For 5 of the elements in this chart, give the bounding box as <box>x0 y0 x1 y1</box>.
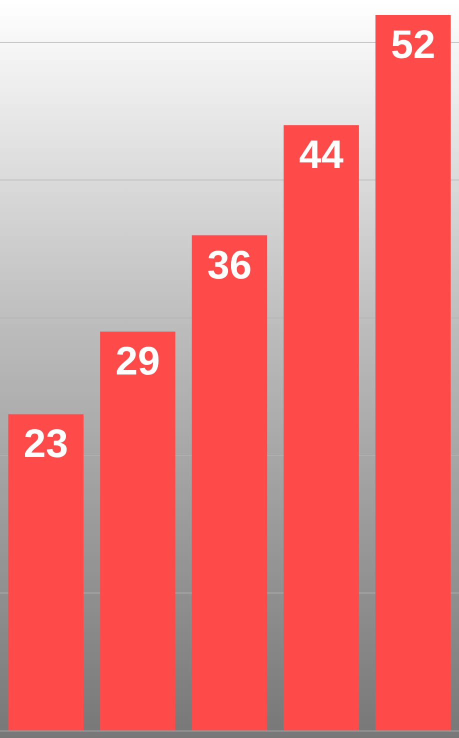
data-label: 44 <box>299 133 344 178</box>
data-label: 36 <box>207 243 252 288</box>
data-label: 23 <box>24 422 68 466</box>
data-label: 29 <box>115 340 160 384</box>
data-label: 52 <box>390 23 436 68</box>
